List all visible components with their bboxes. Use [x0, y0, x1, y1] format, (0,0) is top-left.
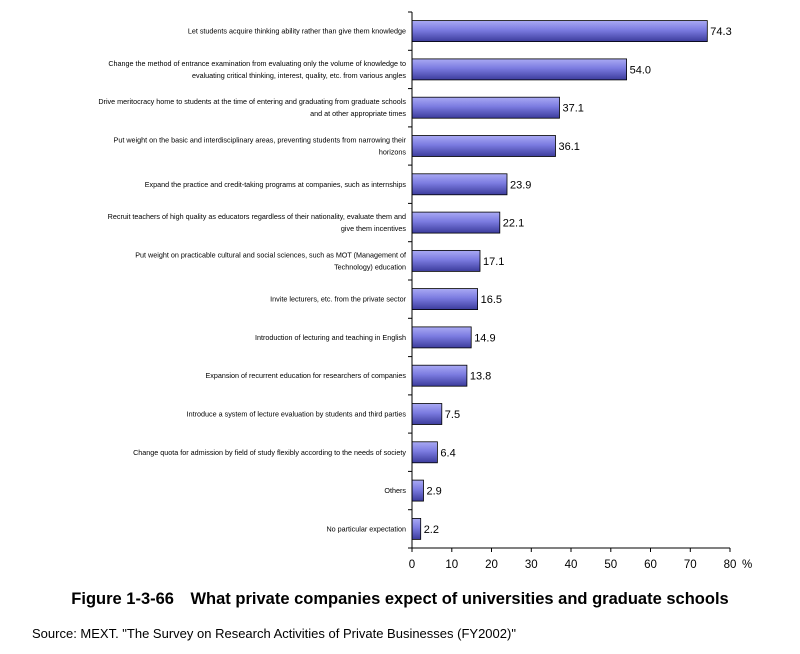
bar	[411, 403, 443, 425]
bars-layer: 74.3 Let students acquire thinking abilit…	[98, 20, 732, 540]
bar-value-label: 17.1	[483, 256, 504, 268]
category-label: evaluating critical thinking, interest, …	[192, 71, 406, 80]
bar-value-label: 37.1	[563, 103, 584, 115]
bar-value-label: 54.0	[630, 64, 651, 76]
figure-caption: Figure 1-3-66 What private companies exp…	[71, 590, 729, 608]
bar	[411, 173, 508, 196]
x-tick-label: 0	[409, 559, 415, 571]
bar	[411, 20, 708, 43]
bar-value-label: 7.5	[445, 409, 460, 421]
x-unit-label: %	[742, 559, 752, 571]
bar-value-label: 16.5	[481, 294, 502, 306]
bar-value-label: 6.4	[440, 447, 455, 459]
x-tick-label: 10	[445, 559, 458, 571]
category-label: Let students acquire thinking ability ra…	[188, 27, 406, 36]
category-label: Change the method of entrance examinatio…	[108, 59, 406, 68]
category-label: Put weight on practicable cultural and s…	[135, 250, 406, 259]
category-label: give them incentives	[341, 224, 407, 233]
bar	[411, 326, 472, 349]
x-axis: 0 10 20 30 40 50 60 70 80%	[408, 11, 752, 571]
bar-value-label: 74.3	[710, 26, 731, 38]
bar-value-label: 14.9	[474, 332, 495, 344]
category-label: No particular expectation	[326, 524, 406, 533]
category-label: Others	[384, 486, 406, 495]
bar	[411, 479, 424, 502]
category-label: Technology) education	[334, 262, 406, 271]
category-label: Change quota for admission by field of s…	[133, 448, 406, 457]
category-label: Invite lecturers, etc. from the private …	[270, 295, 406, 304]
category-label: Introduction of lecturing and teaching i…	[255, 333, 406, 342]
bar	[411, 518, 422, 540]
category-label: Drive meritocracy home to students at th…	[98, 97, 406, 106]
source-note: Source: MEXT. "The Survey on Research Ac…	[32, 626, 516, 641]
category-label: Expand the practice and credit-taking pr…	[145, 180, 407, 189]
category-label: horizons	[379, 148, 407, 157]
bar	[411, 135, 556, 157]
bar-value-label: 2.9	[427, 486, 442, 498]
x-tick-label: 80	[724, 559, 737, 571]
bar	[411, 211, 501, 234]
x-tick-label: 40	[565, 559, 578, 571]
x-tick-label: 30	[525, 559, 538, 571]
category-label: Expansion of recurrent education for res…	[205, 371, 406, 380]
bar-value-label: 22.1	[503, 218, 524, 230]
bar-chart: 74.3 Let students acquire thinking abilit…	[98, 11, 752, 571]
bar	[411, 58, 628, 81]
bar	[411, 288, 478, 311]
x-tick-label: 70	[684, 559, 697, 571]
bar	[411, 96, 560, 119]
bar-value-label: 36.1	[559, 141, 580, 153]
bar-value-label: 2.2	[424, 524, 439, 536]
x-tick-label: 20	[485, 559, 498, 571]
x-tick-label: 50	[604, 559, 617, 571]
bar-value-label: 13.8	[470, 371, 491, 383]
category-label: and at other appropriate times	[310, 109, 406, 118]
category-label: Recruit teachers of high quality as educ…	[108, 212, 406, 221]
category-label: Introduce a system of lecture evaluation…	[187, 410, 407, 419]
bar	[411, 364, 468, 387]
bar-value-label: 23.9	[510, 179, 531, 191]
bar	[411, 441, 438, 464]
x-tick-label: 60	[644, 559, 657, 571]
bar	[411, 249, 481, 272]
category-label: Put weight on the basic and interdiscipl…	[114, 136, 407, 145]
